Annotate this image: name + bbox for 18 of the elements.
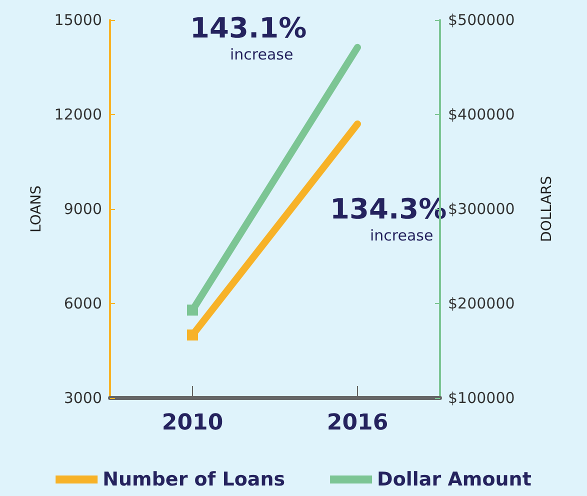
y2-tick-label: $500000 — [448, 11, 515, 29]
annotation: 143.1% increase — [190, 12, 307, 64]
annotation: 134.3% increase — [330, 192, 447, 244]
y2-tick-label: $200000 — [448, 294, 515, 312]
y-tick-label: 12000 — [54, 106, 102, 124]
y-tick-label: 15000 — [54, 11, 102, 29]
x-tick-label: 2010 — [162, 410, 224, 436]
y2-tick-label: $300000 — [448, 200, 515, 218]
y2-tick-label: $400000 — [448, 106, 515, 124]
y-tick-label: 3000 — [64, 389, 102, 407]
y-tick-label: 9000 — [64, 200, 102, 218]
legend-label: Dollar Amount — [377, 468, 532, 490]
y2-axis-title: DOLLARS — [539, 176, 555, 242]
y-axis-title: LOANS — [28, 185, 44, 233]
y-tick-label: 6000 — [64, 294, 102, 312]
legend-label: Number of Loans — [102, 468, 286, 490]
y2-tick-label: $100000 — [448, 389, 515, 407]
x-tick-label: 2016 — [326, 410, 388, 436]
